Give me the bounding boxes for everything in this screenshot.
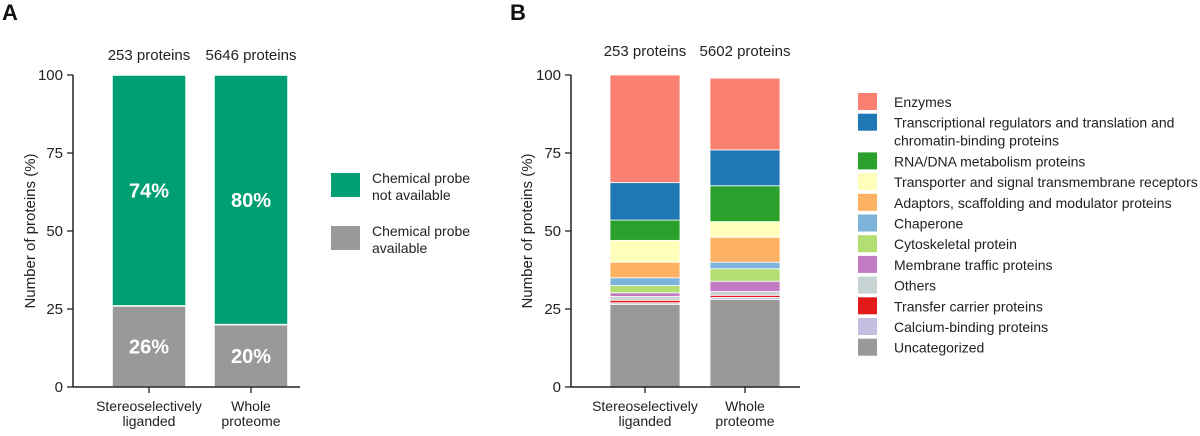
panel-b-chart: 253 proteins Stereoselectively liganded 560… bbox=[519, 43, 1198, 429]
x-tick-label-line: proteome bbox=[221, 413, 280, 429]
y-tick-label: 50 bbox=[46, 223, 63, 240]
y-tick-label: 75 bbox=[544, 145, 561, 162]
y-tick-label: 100 bbox=[536, 67, 561, 84]
bar-segment bbox=[709, 149, 781, 187]
bar-segment bbox=[709, 185, 781, 223]
panel-letter-b: B bbox=[510, 0, 526, 25]
bar-data-label: 20% bbox=[231, 346, 271, 368]
bar-segment bbox=[111, 305, 187, 388]
legend-swatch bbox=[858, 318, 877, 335]
y-tick-label: 0 bbox=[553, 379, 561, 396]
bar-segment bbox=[111, 74, 187, 307]
bar-segment bbox=[609, 219, 681, 241]
protein-count-label: 253 proteins bbox=[604, 43, 687, 60]
y-tick-label: 50 bbox=[544, 223, 561, 240]
bar-segment bbox=[709, 261, 781, 270]
y-tick-label: 0 bbox=[55, 379, 63, 396]
x-tick-label: Stereoselectively liganded bbox=[96, 398, 202, 429]
legend-swatch bbox=[858, 276, 877, 294]
bar-data-label: 26% bbox=[129, 336, 169, 358]
bar-segment bbox=[609, 296, 681, 301]
x-tick-label-line: liganded bbox=[619, 413, 672, 429]
y-axis-title: Number of proteins (%) bbox=[22, 153, 39, 308]
x-tick-label-line: Stereoselectively bbox=[96, 398, 202, 414]
y-axis-title: Number of proteins (%) bbox=[519, 153, 536, 308]
y-tick-label: 75 bbox=[46, 145, 63, 162]
bar-segment bbox=[609, 277, 681, 286]
bar-segment bbox=[709, 291, 781, 296]
legend-label: not available bbox=[372, 187, 451, 203]
legend-swatch bbox=[858, 235, 877, 253]
panel-letter-a: A bbox=[2, 0, 18, 25]
legend-label: Chaperone bbox=[894, 216, 963, 232]
x-tick-label-line: Whole bbox=[231, 398, 271, 414]
legend-label: Chemical probe bbox=[372, 170, 470, 186]
bar-segment bbox=[709, 268, 781, 282]
legend-label: Transfer carrier proteins bbox=[894, 298, 1043, 314]
legend-label: available bbox=[372, 240, 427, 256]
bar-segment bbox=[709, 221, 781, 238]
y-tick-label: 100 bbox=[38, 67, 63, 84]
bar-segment bbox=[609, 74, 681, 184]
x-tick-label-line: proteome bbox=[715, 413, 774, 429]
bar-segment bbox=[709, 299, 781, 388]
bar-data-label: 80% bbox=[231, 190, 271, 212]
bar-segment bbox=[709, 280, 781, 292]
x-tick-label-line: liganded bbox=[123, 413, 176, 429]
legend-swatch bbox=[858, 255, 877, 273]
legend-label: Chemical probe bbox=[372, 223, 470, 239]
legend-label: Membrane traffic proteins bbox=[894, 257, 1052, 273]
x-tick-label: Whole proteome bbox=[715, 398, 774, 429]
legend-swatch bbox=[331, 173, 360, 197]
bar-segment bbox=[609, 292, 681, 297]
legend-swatch bbox=[858, 193, 877, 211]
bar-segment bbox=[709, 236, 781, 263]
bar-segment bbox=[709, 77, 781, 151]
bar-segment bbox=[609, 261, 681, 279]
bar-segment bbox=[609, 182, 681, 221]
legend-label: Cytoskeletal protein bbox=[894, 236, 1017, 252]
x-tick-label-line: Whole bbox=[725, 398, 765, 414]
legend-swatch bbox=[858, 152, 877, 170]
bar-segment bbox=[609, 303, 681, 388]
bar-data-label: 74% bbox=[129, 180, 169, 202]
legend-swatch bbox=[858, 297, 877, 315]
legend-label: chromatin-binding proteins bbox=[894, 133, 1059, 149]
legend-label: Adaptors, scaffolding and modulator prot… bbox=[894, 195, 1172, 211]
y-tick-label: 25 bbox=[46, 301, 63, 318]
legend-label: Enzymes bbox=[894, 94, 952, 110]
bar-segment bbox=[609, 239, 681, 263]
x-tick-label-line: Stereoselectively bbox=[592, 398, 698, 414]
legend-swatch bbox=[858, 214, 877, 232]
legend-label: Others bbox=[894, 278, 936, 294]
legend-label: RNA/DNA metabolism proteins bbox=[894, 153, 1085, 169]
legend-swatch bbox=[858, 338, 877, 356]
legend-label: Transporter and signal transmembrane rec… bbox=[894, 174, 1198, 190]
protein-count-label: 5602 proteins bbox=[700, 43, 791, 60]
y-tick-label: 25 bbox=[544, 301, 561, 318]
x-tick-label: Whole proteome bbox=[221, 398, 280, 429]
protein-count-label: 5646 proteins bbox=[206, 47, 297, 64]
protein-count-label: 253 proteins bbox=[108, 47, 191, 64]
legend-label: Calcium-binding proteins bbox=[894, 319, 1048, 335]
panel-a-chart: 26% 74% 253 proteins Stereoselectively ligan… bbox=[22, 47, 470, 429]
legend-swatch bbox=[858, 173, 877, 191]
legend-swatch bbox=[858, 113, 877, 131]
legend-swatch bbox=[331, 226, 360, 250]
legend-swatch bbox=[858, 93, 877, 110]
x-tick-label: Stereoselectively liganded bbox=[592, 398, 698, 429]
bar-segment bbox=[609, 285, 681, 294]
bar-segment bbox=[213, 74, 289, 326]
legend-label: Uncategorized bbox=[894, 340, 984, 356]
legend-label: Transcriptional regulators and translati… bbox=[894, 115, 1174, 131]
